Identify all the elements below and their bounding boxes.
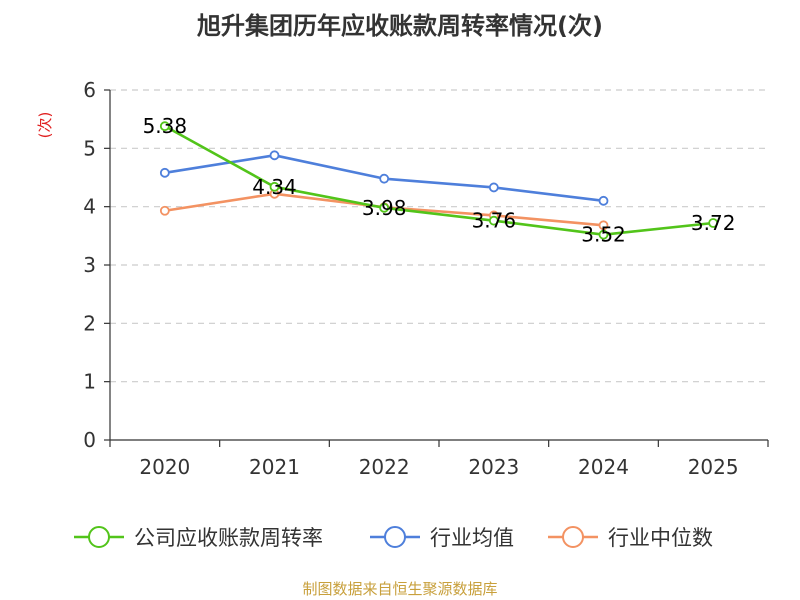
y-tick-label: 0 <box>83 428 96 452</box>
series-1-point <box>159 167 170 178</box>
y-tick-label: 3 <box>83 253 96 277</box>
x-tick-label: 2021 <box>249 455 300 479</box>
series-line-0 <box>164 125 714 236</box>
y-tick-label: 5 <box>83 136 96 160</box>
x-tick-label: 2020 <box>139 455 190 479</box>
y-tick-label: 4 <box>83 195 96 219</box>
data-label: 3.98 <box>362 196 407 220</box>
chart-title: 旭升集团历年应收账款周转率情况(次) <box>197 12 603 40</box>
x-tick-label: 2023 <box>468 455 519 479</box>
y-tick-label: 2 <box>83 311 96 335</box>
series-lines <box>159 121 719 240</box>
data-label: 3.76 <box>472 209 517 233</box>
x-tick-label: 2022 <box>359 455 410 479</box>
data-label: 3.72 <box>691 211 736 235</box>
series-0-point <box>488 215 499 226</box>
y-tick-labels: 0 1 2 3 4 5 6 <box>83 78 96 452</box>
series-0-point <box>708 218 719 228</box>
legend-label-2: 行业中位数 <box>608 526 713 550</box>
legend-marker-0 <box>88 526 110 548</box>
x-tick-labels: 2020 2021 2022 2023 2024 2025 <box>139 455 738 479</box>
data-label: 5.38 <box>143 114 188 138</box>
series-1-point <box>379 173 390 184</box>
series-0-point <box>379 202 390 213</box>
legend-label-0: 公司应收账款周转率 <box>134 526 323 550</box>
x-tick-label: 2024 <box>578 455 629 479</box>
series-0-point <box>269 181 280 192</box>
axes <box>104 89 769 447</box>
y-axis-label: (次) <box>36 112 54 139</box>
grid-lines <box>110 89 768 383</box>
data-label: 4.34 <box>252 175 297 199</box>
series-1-point <box>598 195 609 206</box>
legend-label-1: 行业均值 <box>430 526 514 550</box>
series-1-point <box>269 150 280 161</box>
series-2-point <box>159 205 170 216</box>
series-0-point <box>159 121 170 132</box>
data-label: 3.52 <box>581 223 626 247</box>
series-2-point <box>598 220 609 231</box>
legend: 公司应收账款周转率 行业均值 行业中位数 <box>74 526 713 550</box>
data-labels: 5.38 4.34 3.98 3.76 3.52 3.72 <box>143 114 736 247</box>
y-tick-label: 1 <box>83 370 96 394</box>
series-0-point <box>598 229 609 240</box>
data-source-note: 制图数据来自恒生聚源数据库 <box>302 580 498 598</box>
series-1-point <box>488 182 499 193</box>
y-tick-label: 6 <box>83 78 96 102</box>
x-tick-label: 2025 <box>688 455 739 479</box>
legend-marker-2 <box>562 526 584 548</box>
legend-marker-1 <box>384 526 406 548</box>
